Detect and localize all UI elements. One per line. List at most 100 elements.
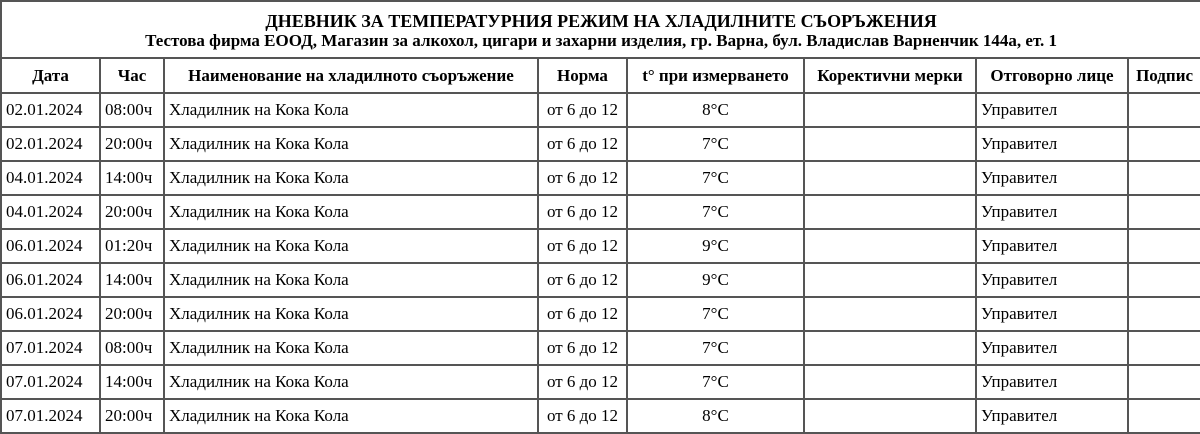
document-subtitle: Тестова фирма ЕООД, Магазин за алкохол, … [145,30,1058,50]
cell-temp: 8°C [626,92,805,128]
cell-person: Управител [975,364,1129,400]
cell-name: Хладилник на Кока Кола [163,398,539,434]
header-norm: Норма [537,57,628,94]
cell-temp: 9°C [626,228,805,264]
cell-norm: от 6 до 12 [537,398,628,434]
table-row: 02.01.2024 20:00ч Хладилник на Кока Кола от… [0,126,1200,162]
cell-measures [803,364,977,400]
cell-person: Управител [975,160,1129,196]
cell-date: 02.01.2024 [0,126,101,162]
cell-person: Управител [975,330,1129,366]
cell-temp: 7°C [626,126,805,162]
cell-name: Хладилник на Кока Кола [163,262,539,298]
cell-norm: от 6 до 12 [537,330,628,366]
cell-date: 06.01.2024 [0,296,101,332]
cell-name: Хладилник на Кока Кола [163,228,539,264]
cell-temp: 9°C [626,262,805,298]
cell-measures [803,330,977,366]
header-signature: Подпис [1126,57,1200,94]
cell-signature [1126,92,1200,128]
cell-time: 08:00ч [99,92,165,128]
cell-date: 06.01.2024 [0,262,101,298]
cell-signature [1126,296,1200,332]
cell-date: 04.01.2024 [0,194,101,230]
cell-time: 08:00ч [99,330,165,366]
cell-norm: от 6 до 12 [537,296,628,332]
cell-signature [1126,194,1200,230]
cell-temp: 7°C [626,160,805,196]
table-row: 07.01.2024 14:00ч Хладилник на Кока Кола от… [0,364,1200,400]
cell-measures [803,126,977,162]
header-row: Дата Час Наименование на хладилното съор… [0,57,1200,94]
cell-person: Управител [975,296,1129,332]
table-row: 06.01.2024 01:20ч Хладилник на Кока Кола от… [0,228,1200,264]
header-measures: Коректиvни мерки [803,57,977,94]
cell-person: Управител [975,194,1129,230]
cell-person: Управител [975,398,1129,434]
cell-name: Хладилник на Кока Кола [163,364,539,400]
cell-signature [1126,160,1200,196]
cell-name: Хладилник на Кока Кола [163,296,539,332]
cell-time: 14:00ч [99,262,165,298]
cell-person: Управител [975,126,1129,162]
cell-time: 14:00ч [99,364,165,400]
cell-time: 20:00ч [99,296,165,332]
cell-name: Хладилник на Кока Кола [163,160,539,196]
cell-date: 04.01.2024 [0,160,101,196]
header-date: Дата [0,57,101,94]
cell-date: 07.01.2024 [0,398,101,434]
cell-time: 14:00ч [99,160,165,196]
header-time: Час [99,57,165,94]
cell-person: Управител [975,262,1129,298]
header-temp: t° при измерването [626,57,805,94]
cell-name: Хладилник на Кока Кола [163,92,539,128]
cell-temp: 7°C [626,364,805,400]
cell-temp: 8°C [626,398,805,434]
cell-measures [803,160,977,196]
table-row: 07.01.2024 08:00ч Хладилник на Кока Кола от… [0,330,1200,366]
cell-norm: от 6 до 12 [537,194,628,230]
cell-signature [1126,330,1200,366]
title-row: ДНЕВНИК ЗА ТЕМПЕРАТУРНИЯ РЕЖИМ НА ХЛАДИЛ… [0,0,1200,59]
cell-measures [803,262,977,298]
cell-measures [803,228,977,264]
table-row: 06.01.2024 14:00ч Хладилник на Кока Кола от… [0,262,1200,298]
cell-signature [1126,398,1200,434]
cell-time: 20:00ч [99,398,165,434]
cell-norm: от 6 до 12 [537,364,628,400]
title-cell: ДНЕВНИК ЗА ТЕМПЕРАТУРНИЯ РЕЖИМ НА ХЛАДИЛ… [0,0,1200,59]
cell-name: Хладилник на Кока Кола [163,126,539,162]
cell-norm: от 6 до 12 [537,228,628,264]
cell-person: Управител [975,228,1129,264]
cell-measures [803,296,977,332]
cell-signature [1126,364,1200,400]
cell-measures [803,194,977,230]
header-person: Отговорно лице [975,57,1129,94]
cell-date: 02.01.2024 [0,92,101,128]
cell-norm: от 6 до 12 [537,126,628,162]
cell-signature [1126,228,1200,264]
table-row: 02.01.2024 08:00ч Хладилник на Кока Кола от… [0,92,1200,128]
cell-signature [1126,126,1200,162]
table-row: 04.01.2024 20:00ч Хладилник на Кока Кола от… [0,194,1200,230]
cell-date: 06.01.2024 [0,228,101,264]
cell-date: 07.01.2024 [0,364,101,400]
cell-time: 01:20ч [99,228,165,264]
cell-temp: 7°C [626,330,805,366]
cell-norm: от 6 до 12 [537,262,628,298]
cell-time: 20:00ч [99,194,165,230]
cell-norm: от 6 до 12 [537,160,628,196]
cell-measures [803,92,977,128]
table-row: 06.01.2024 20:00ч Хладилник на Кока Кола от… [0,296,1200,332]
cell-date: 07.01.2024 [0,330,101,366]
table-row: 04.01.2024 14:00ч Хладилник на Кока Кола от… [0,160,1200,196]
table-row: 07.01.2024 20:00ч Хладилник на Кока Кола от… [0,398,1200,434]
cell-name: Хладилник на Кока Кола [163,194,539,230]
document-title: ДНЕВНИК ЗА ТЕМПЕРАТУРНИЯ РЕЖИМ НА ХЛАДИЛ… [265,10,937,31]
cell-signature [1126,262,1200,298]
cell-name: Хладилник на Кока Кола [163,330,539,366]
cell-temp: 7°C [626,194,805,230]
cell-measures [803,398,977,434]
cell-person: Управител [975,92,1129,128]
